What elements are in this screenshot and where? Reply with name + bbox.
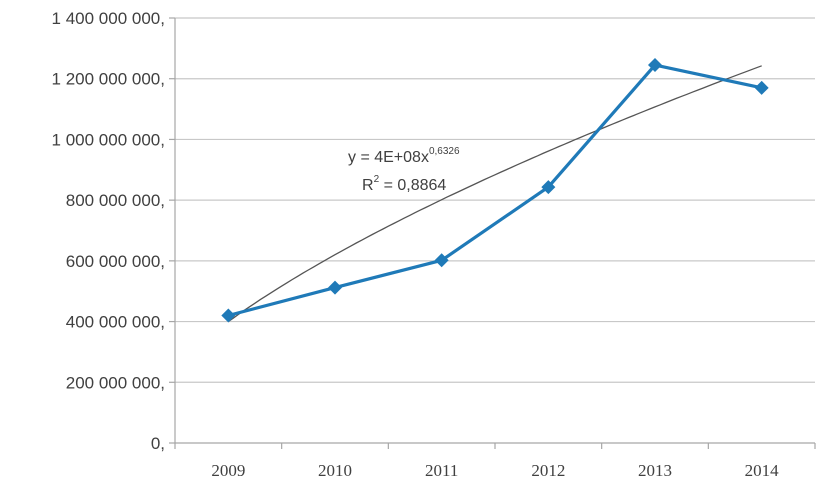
series-line bbox=[227, 63, 763, 318]
y-tick-label: 800 000 000, bbox=[66, 191, 165, 210]
gridlines bbox=[175, 17, 815, 383]
r-squared-value: = 0,8864 bbox=[379, 177, 446, 194]
r-squared-exponent: 2 bbox=[374, 174, 380, 185]
x-axis-tick-labels: 2009 2010 2011 2012 2013 2014 bbox=[211, 461, 779, 480]
data-point-marker bbox=[754, 80, 769, 95]
y-tick-label: 1 400 000 000, bbox=[52, 9, 165, 28]
equation-line: y = 4E+08x0,6326 bbox=[348, 146, 460, 166]
x-tick-label: 2011 bbox=[425, 461, 458, 480]
trendline-group bbox=[227, 65, 762, 323]
series-group bbox=[221, 58, 769, 323]
x-tick-label: 2013 bbox=[638, 461, 672, 480]
y-tick-label: 600 000 000, bbox=[66, 252, 165, 271]
y-tick-label: 400 000 000, bbox=[66, 313, 165, 332]
x-tick-label: 2009 bbox=[211, 461, 245, 480]
equation-exponent: 0,6326 bbox=[429, 146, 460, 157]
r-squared-line: R2 = 0,8864 bbox=[362, 174, 446, 194]
x-tick-label: 2010 bbox=[318, 461, 352, 480]
trendline bbox=[227, 65, 762, 323]
y-tick-label: 1 000 000 000, bbox=[52, 130, 165, 149]
x-tick-label: 2014 bbox=[745, 461, 780, 480]
x-tick-label: 2012 bbox=[531, 461, 565, 480]
axes bbox=[169, 17, 816, 449]
y-tick-label: 1 200 000 000, bbox=[52, 70, 165, 89]
data-point-marker bbox=[648, 58, 662, 73]
y-tick-label: 200 000 000, bbox=[66, 373, 165, 392]
equation-text: y = 4E+08x bbox=[348, 149, 429, 166]
trendline-equation: y = 4E+08x0,6326 R2 = 0,8864 bbox=[348, 146, 460, 194]
data-point-marker bbox=[328, 280, 342, 295]
data-point-marker bbox=[434, 253, 449, 268]
y-axis-tick-labels: 0, 200 000 000, 400 000 000, 600 000 000, 80… bbox=[52, 9, 165, 453]
r-squared-symbol: R bbox=[362, 177, 374, 194]
data-point-marker bbox=[221, 308, 236, 323]
data-point-marker bbox=[541, 180, 556, 195]
y-tick-label: 0, bbox=[151, 434, 165, 453]
